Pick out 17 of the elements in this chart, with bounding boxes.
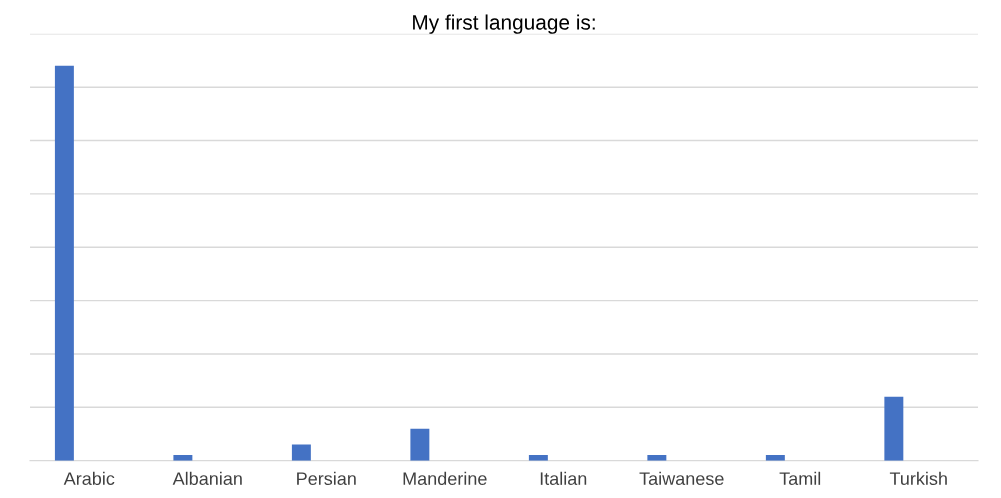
bar [173,455,193,461]
x-tick-label: Italian [540,471,587,486]
bar [410,428,430,461]
x-tick-label: Turkish [889,471,947,486]
x-tick-label: Tamil [779,471,821,486]
x-tick-label: Albanian [172,471,242,486]
bar [884,396,904,461]
bar [291,444,311,461]
x-tick-label: Manderine [403,471,487,486]
x-tick-label: Persian [297,471,356,486]
x-tick-label: Arabic [63,471,115,486]
bar [54,65,74,461]
bar [647,455,667,461]
chart-title: My first language is: [413,14,595,34]
x-tick-label: Taiwanese [639,471,724,486]
bar [765,455,785,461]
bar [528,455,548,461]
